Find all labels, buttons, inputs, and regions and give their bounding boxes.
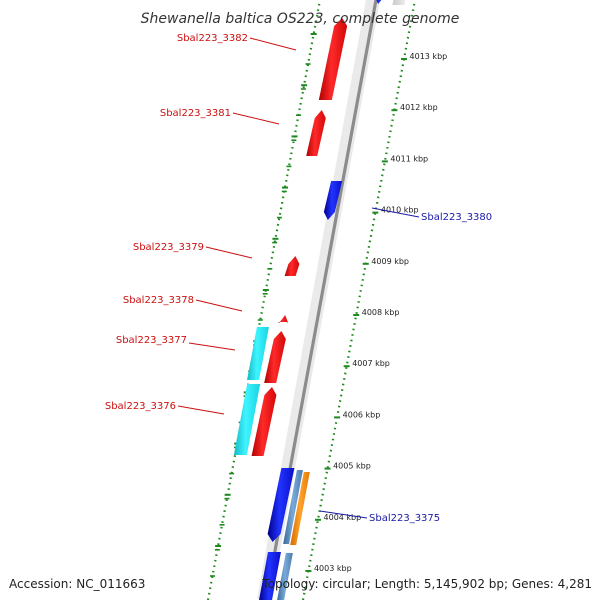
gene-label: Sbal223_3380 [421,212,492,223]
gene-label: Sbal223_3378 [123,295,194,306]
gene-sbal223-3375-a [267,468,295,542]
gene-sbal223-3378 [277,315,289,323]
gene-orange [290,472,310,545]
gene-blue-top [375,0,386,4]
ruler-tick-label: 4010 kbp [381,206,419,215]
gene-sbal223-3380 [323,181,343,220]
gene-label-leader [188,342,236,351]
gene-label-leader [177,405,225,415]
gene-label: Sbal223_3379 [133,242,204,253]
gene-grey-top [392,0,406,5]
map-title: Shewanella baltica OS223, complete genom… [141,11,460,27]
gene-blue-bottom [259,552,281,600]
ruler-tick-label: 4012 kbp [400,103,438,112]
gene-label-leaders [177,37,420,519]
gene-sbal223-3376 [251,387,277,456]
gene-label-leader [371,207,420,218]
gene-label: Sbal223_3381 [160,108,231,119]
ruler-tick-marks [209,33,407,577]
ruler-tick-label: 4007 kbp [352,359,390,368]
ruler-tick-label: 4003 kbp [314,564,352,573]
ruler-tick-label: 4005 kbp [333,462,371,471]
ruler-tick-label: 4013 kbp [410,52,448,61]
gene-sbal223-3381 [306,110,326,156]
ruler-tick-labels: 4013 kbp 4012 kbp 4011 kbp 4010 kbp 4009 kbp… [314,52,447,573]
gene-cyan-lower [233,384,261,455]
topology-label: Topology: circular; Length: 5,145,902 bp… [262,577,592,591]
gene-cyan-upper [247,327,269,380]
gene-label-leader [195,299,243,312]
outer-ruler-dotted [301,0,417,600]
ruler-tick-label: 4008 kbp [362,308,400,317]
gene-labels: Sbal223_3382 Sbal223_3381 Sbal223_3380 Sbal… [105,33,492,524]
gene-steel-upper [283,470,303,544]
ruler-tick-label: 4004 kbp [324,513,362,522]
gene-label: Sbal223_3377 [116,335,187,346]
gene-sbal223-3379 [284,256,300,276]
ruler-tick-label: 4009 kbp [371,257,409,266]
gene-sbal223-3377 [264,331,286,383]
gene-features [233,0,406,600]
gene-label: Sbal223_3382 [177,33,248,44]
gene-label-leader [205,246,253,259]
gene-sbal223-3382 [318,18,348,100]
inner-ruler-dotted [206,0,322,600]
ruler-tick-label: 4011 kbp [390,154,428,163]
ruler-tick-label: 4006 kbp [343,410,381,419]
gene-label-leader [319,510,368,519]
gene-steel-lower [277,553,293,600]
gene-label-leader [249,37,297,51]
gene-label: Sbal223_3375 [369,513,440,524]
accession-label: Accession: NC_011663 [9,577,146,591]
gene-label-leader [232,112,280,125]
gene-label: Sbal223_3376 [105,401,176,412]
